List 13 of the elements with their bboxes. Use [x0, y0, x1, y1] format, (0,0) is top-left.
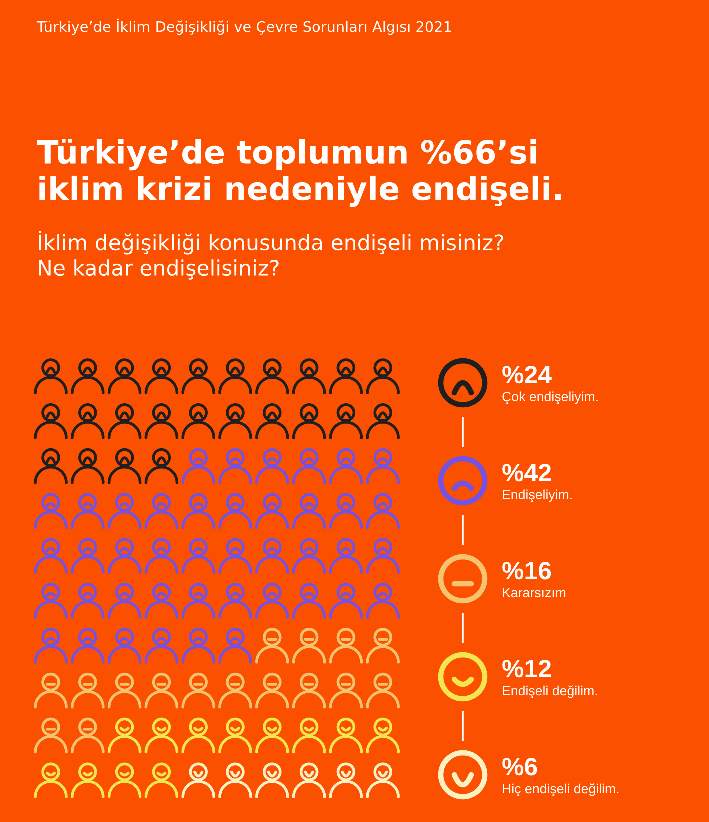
text: Türkiye’de toplumun %66’si iklim krizi nedeniyle endişeli.: [37, 139, 561, 208]
data-label: %42: [502, 464, 552, 482]
data-label: %6: [502, 758, 538, 776]
data-label: %16: [502, 562, 552, 580]
category-label: Hiç endişeli değilim.: [503, 784, 619, 796]
category-label: Kararsızım: [503, 588, 566, 598]
category-label: Çok endişeliyim.: [502, 392, 598, 404]
text: Türkiye’de İklim Değişikliği ve Çevre Sorunları Algısı 2021: [36, 18, 452, 36]
data-label: %12: [502, 660, 552, 678]
text: İklim değişikliği konusunda endişeli misiniz? Ne kadar endişelisiniz?: [39, 231, 504, 280]
category-label: Endişeliyim.: [503, 490, 572, 502]
data-label: %24: [502, 366, 552, 384]
category-label: Endişeli değilim.: [503, 686, 598, 698]
